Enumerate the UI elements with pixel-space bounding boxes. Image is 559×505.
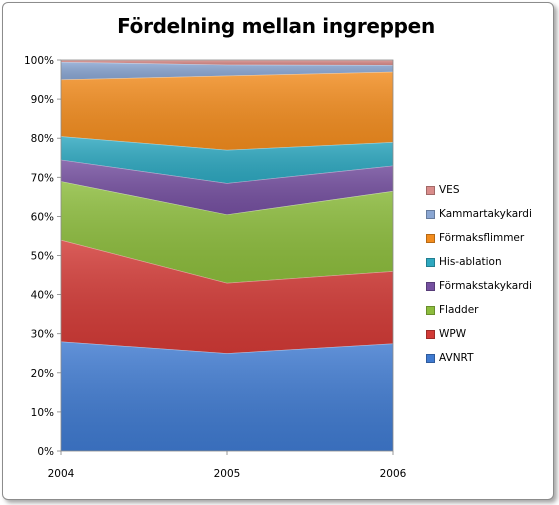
area-shade-ves xyxy=(61,60,393,66)
y-tick-label: 60% xyxy=(31,211,54,223)
legend-swatch xyxy=(426,281,435,291)
y-tick-label: 50% xyxy=(31,251,54,263)
area-shade-förmaksflimmer xyxy=(61,71,393,150)
area-shade-fladder xyxy=(61,181,393,283)
legend-swatch xyxy=(426,353,435,363)
y-tick-label: 20% xyxy=(31,368,54,380)
area-shade-wpw xyxy=(61,239,393,354)
axes-group: 0% 10% 20% 30% 40% 50% 60% 70% 80% 90% 100% 2004 200… xyxy=(24,55,407,480)
legend-swatch xyxy=(426,233,435,243)
legend-swatch xyxy=(426,305,435,315)
y-tick-label: 30% xyxy=(31,329,54,341)
x-tick-label: 2004 xyxy=(48,468,75,480)
legend-label: Fladder xyxy=(439,304,479,316)
y-tick-label: 100% xyxy=(24,55,54,67)
legend-item-fladder: Fladder xyxy=(426,298,532,322)
legend-label: VES xyxy=(439,184,460,196)
legend-item-ves: VES xyxy=(426,178,532,202)
legend-swatch xyxy=(426,185,435,195)
y-tick-label: 80% xyxy=(31,133,54,145)
legend-label: His-ablation xyxy=(439,256,502,268)
area-fladder xyxy=(60,180,394,283)
y-tick-label: 40% xyxy=(31,290,54,302)
legend-item-förmakstakykardi: Förmakstakykardi xyxy=(426,274,532,298)
legend-label: AVNRT xyxy=(439,352,474,364)
area-shade-kammartakykardi xyxy=(61,61,393,80)
y-tick-label: 90% xyxy=(31,94,54,106)
x-tick-label: 2005 xyxy=(214,468,241,480)
legend-item-avnrt: AVNRT xyxy=(426,346,532,370)
legend: VES Kammartakykardi Förmaksflimmer His-abla… xyxy=(426,178,532,370)
y-tick-label: 10% xyxy=(31,407,54,419)
legend-swatch xyxy=(426,209,435,219)
legend-label: Förmaksflimmer xyxy=(439,232,525,244)
legend-label: WPW xyxy=(439,328,467,340)
legend-item-wpw: WPW xyxy=(426,322,532,346)
area-förmaksflimmer xyxy=(60,71,394,150)
legend-label: Förmakstakykardi xyxy=(439,280,532,292)
legend-item-his-ablation: His-ablation xyxy=(426,250,532,274)
legend-item-kammartakykardi: Kammartakykardi xyxy=(426,202,532,226)
legend-swatch xyxy=(426,329,435,339)
legend-swatch xyxy=(426,257,435,267)
area-kammartakykardi xyxy=(60,61,394,80)
chart-title: Fördelning mellan ingreppen xyxy=(117,14,435,38)
y-tick-label: 0% xyxy=(37,446,54,458)
area-avnrt xyxy=(60,340,394,451)
area-shade-his-ablation xyxy=(61,136,393,184)
area-his-ablation xyxy=(60,135,394,184)
area-shade-förmakstakykardi xyxy=(61,159,393,215)
area-shade-avnrt xyxy=(61,341,393,451)
legend-item-förmaksflimmer: Förmaksflimmer xyxy=(426,226,532,250)
area-series-group xyxy=(60,59,394,451)
y-tick-label: 70% xyxy=(31,172,54,184)
x-tick-label: 2006 xyxy=(380,468,407,480)
legend-label: Kammartakykardi xyxy=(439,208,532,220)
